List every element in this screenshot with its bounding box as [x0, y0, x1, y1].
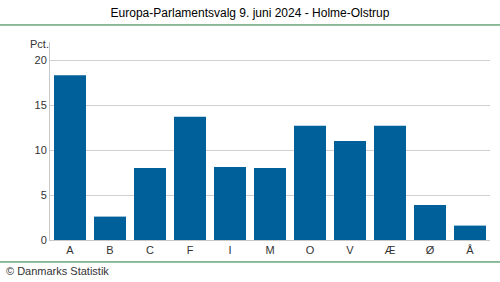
svg-text:O: O: [306, 244, 315, 256]
svg-text:5: 5: [41, 189, 47, 201]
svg-text:Europa-Parlamentsvalg 9. juni: Europa-Parlamentsvalg 9. juni 2024 - Hol…: [111, 6, 390, 20]
svg-text:Æ: Æ: [385, 244, 396, 256]
svg-text:10: 10: [35, 144, 47, 156]
svg-text:Pct.: Pct.: [30, 38, 49, 50]
svg-text:15: 15: [35, 99, 47, 111]
svg-text:20: 20: [35, 54, 47, 66]
svg-text:0: 0: [41, 234, 47, 246]
svg-text:I: I: [228, 244, 231, 256]
svg-text:Å: Å: [466, 244, 474, 256]
svg-text:C: C: [146, 244, 154, 256]
svg-text:B: B: [106, 244, 113, 256]
svg-text:F: F: [187, 244, 194, 256]
svg-text:V: V: [346, 244, 354, 256]
svg-text:© Danmarks Statistik: © Danmarks Statistik: [6, 265, 109, 277]
svg-text:A: A: [66, 244, 74, 256]
svg-text:Ø: Ø: [426, 244, 435, 256]
svg-text:M: M: [265, 244, 274, 256]
